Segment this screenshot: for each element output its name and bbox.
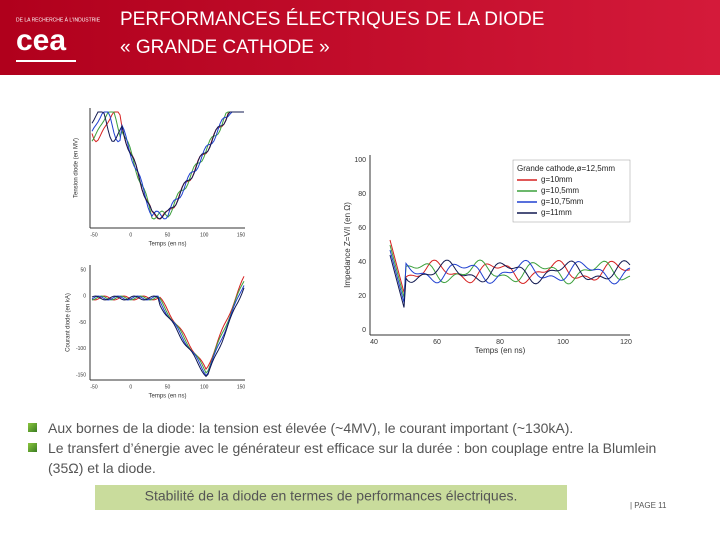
x-tick-label: 120: [620, 339, 632, 346]
x-tick-label: 100: [200, 384, 209, 390]
y-tick-label: 100: [354, 157, 366, 164]
y-tick-label: -150: [76, 372, 86, 378]
title-line: « GRANDE CATHODE »: [120, 37, 330, 58]
x-tick-label: 50: [165, 384, 171, 390]
bullet: Aux bornes de la diode: la tension est é…: [28, 418, 688, 438]
y-axis-label: Impedance Z=V/I (en Ω): [343, 202, 352, 288]
y-tick-label: -50: [79, 320, 86, 326]
legend-entry: g=11mm: [541, 208, 572, 217]
curve: [91, 276, 245, 371]
x-tick-label: 80: [496, 339, 504, 346]
y-tick-label: 0: [362, 327, 366, 334]
y-tick-label: 20: [358, 293, 366, 300]
highlight: Stabilité de la diode en termes de perfo…: [145, 488, 518, 504]
curve: [389, 244, 631, 298]
x-tick-label: 60: [433, 339, 441, 346]
x-tick-label: 150: [237, 384, 246, 390]
x-tick-label: -50: [90, 232, 97, 238]
curve: [91, 111, 244, 220]
bullet: Le transfert d’énergie avec le générateu…: [28, 438, 688, 478]
curve: [91, 111, 244, 220]
curve: [91, 287, 245, 378]
x-axis-label: Temps (en ns): [148, 394, 186, 400]
x-tick-label: -50: [90, 384, 97, 390]
x-axis-label: Temps (en ns): [148, 242, 186, 248]
y-tick-label: 50: [80, 267, 86, 273]
curve: [389, 239, 631, 293]
legend-entry: g=10mm: [541, 175, 573, 184]
curve: [91, 111, 244, 220]
bullet-text: Aux bornes de la diode: la tension est é…: [48, 420, 574, 436]
logo-rule: [16, 60, 76, 62]
y-axis-label: Courant diode (en kA): [66, 293, 72, 352]
y-tick-label: 0: [83, 294, 86, 300]
curve: [389, 249, 631, 303]
footer: | PAGE 11: [630, 501, 667, 510]
legend-entry: g=10,5mm: [541, 186, 579, 195]
header-band: [0, 0, 720, 75]
bullet-text: Le transfert d’énergie avec le générateu…: [48, 440, 657, 476]
x-axis-label: Temps (en ns): [475, 346, 526, 355]
y-tick-label: -100: [76, 346, 86, 352]
y-tick-label: 40: [358, 259, 366, 266]
highlight-box: [95, 485, 567, 510]
curve: [389, 254, 631, 308]
x-tick-label: 150: [237, 232, 246, 238]
x-tick-label: 100: [200, 232, 209, 238]
title-line: PERFORMANCES ÉLECTRIQUES DE LA DIODE: [120, 9, 544, 30]
legend-entry: g=10,75mm: [541, 197, 584, 206]
curve: [91, 281, 245, 374]
x-tick-label: 40: [370, 339, 378, 346]
y-tick-label: 60: [358, 225, 366, 232]
legend-title: Grande cathode,ø=12,5mm: [517, 164, 615, 173]
org: DE LA RECHERCHE À L'INDUSTRIE: [16, 16, 101, 23]
y-axis-label: Tension diode (en MV): [74, 138, 80, 198]
x-tick-label: 0: [129, 232, 132, 238]
logo: cea: [16, 24, 66, 57]
x-tick-label: 50: [165, 232, 171, 238]
x-tick-label: 100: [557, 339, 569, 346]
y-tick-label: 80: [358, 191, 366, 198]
x-tick-label: 0: [129, 384, 132, 390]
